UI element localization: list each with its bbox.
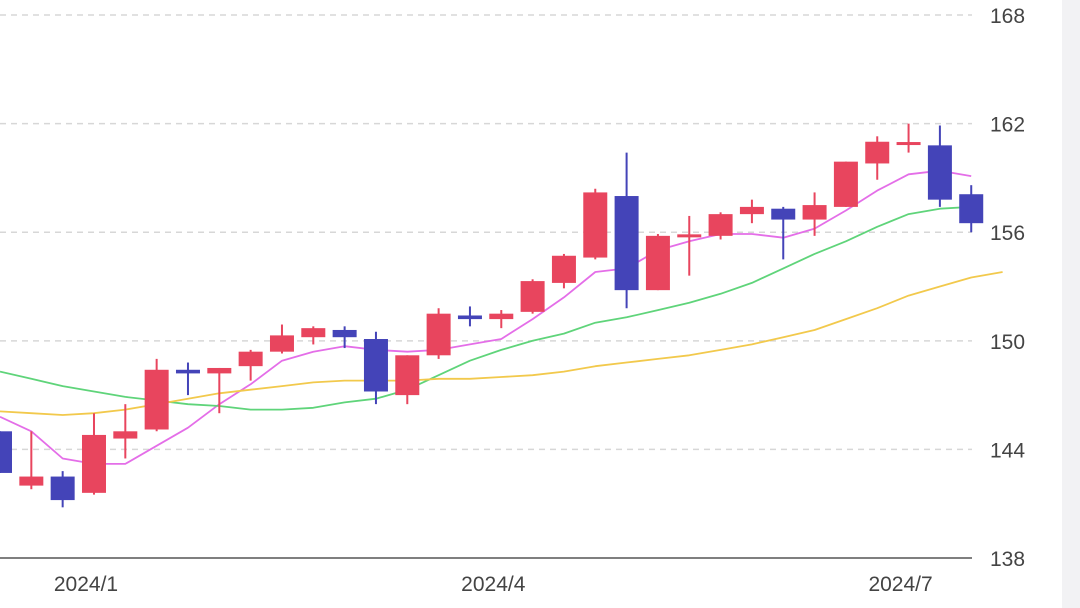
candle: [238, 349, 263, 381]
y-tick-label: 138: [990, 548, 1025, 571]
candle: [771, 206, 796, 260]
candle-body: [614, 196, 639, 291]
x-tick-label: 2024/4: [461, 573, 526, 596]
candle: [520, 279, 545, 314]
candle: [489, 310, 514, 329]
candle: [207, 367, 232, 414]
candle-body: [771, 208, 796, 220]
x-tick-label: 2024/7: [868, 573, 932, 596]
candle-body: [301, 328, 326, 338]
candle: [19, 431, 44, 490]
candle-body: [520, 281, 545, 312]
candle-body: [645, 235, 670, 291]
candle: [583, 188, 608, 260]
candle: [175, 362, 200, 396]
candle: [144, 358, 169, 432]
candle-body: [238, 351, 263, 367]
candle: [0, 431, 12, 473]
candle: [865, 136, 890, 180]
y-tick-label: 150: [990, 331, 1025, 354]
moving-average-short: [0, 169, 972, 465]
candle: [426, 308, 451, 359]
candle: [739, 199, 764, 224]
candle-body: [332, 329, 357, 338]
candle-body: [175, 369, 200, 374]
candle-body: [50, 476, 75, 501]
candle-body: [363, 339, 388, 392]
candle: [113, 404, 138, 459]
candle-body: [0, 431, 12, 473]
candle-body: [113, 431, 138, 439]
candle: [332, 326, 357, 349]
candle-body: [677, 234, 702, 238]
candle-body: [426, 313, 451, 356]
candle-body: [583, 192, 608, 258]
candles: [0, 123, 984, 508]
candle-body: [865, 141, 890, 164]
right-scroll-strip: [1062, 0, 1080, 608]
candle: [708, 212, 733, 240]
y-tick-label: 156: [990, 222, 1025, 245]
x-tick-label: 2024/1: [54, 573, 118, 596]
candle: [833, 161, 858, 207]
candle-body: [739, 206, 764, 215]
candle-body: [896, 142, 921, 146]
candle: [81, 413, 106, 495]
candle-body: [395, 355, 420, 396]
candle-body: [81, 434, 106, 493]
candle-body: [927, 145, 952, 200]
candle-body: [207, 367, 232, 374]
candle-body: [19, 476, 44, 486]
candle: [959, 185, 984, 233]
candle-body: [551, 255, 576, 283]
candle: [645, 234, 670, 291]
y-tick-label: 168: [990, 5, 1025, 28]
candle: [896, 123, 921, 153]
y-tick-label: 162: [990, 114, 1025, 137]
candle: [802, 192, 827, 236]
candle: [50, 471, 75, 508]
candle-body: [833, 161, 858, 207]
candle: [269, 324, 294, 354]
candle-body: [269, 335, 294, 352]
candle-body: [708, 214, 733, 236]
candle: [363, 331, 388, 405]
candle-body: [489, 313, 514, 320]
candle-body: [144, 369, 169, 430]
candle: [927, 125, 952, 207]
candle: [614, 152, 639, 309]
candle-body: [802, 205, 827, 220]
candle: [301, 326, 326, 345]
candle-body: [959, 194, 984, 224]
candle: [457, 306, 482, 327]
candle: [395, 355, 420, 405]
candle: [677, 215, 702, 276]
axes: 138 144 150 156 162 168 2024/1 2024/4 2024/7: [0, 5, 1025, 596]
candle: [551, 253, 576, 289]
candle-body: [457, 315, 482, 320]
y-tick-label: 144: [990, 439, 1025, 462]
